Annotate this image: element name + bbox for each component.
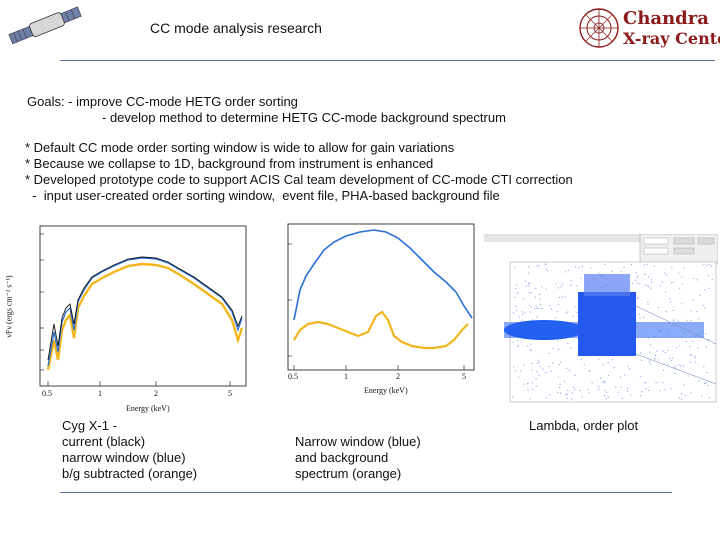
fig1-xtick-0: 0.5 [42,389,52,398]
bullet-2: * Because we collapse to 1D, background … [25,156,434,171]
caption-fig1-line-4: b/g subtracted (orange) [62,466,198,481]
fig2-xtick-1: 1 [344,372,348,381]
bullet-3: * Developed prototype code to support AC… [25,172,573,187]
logo-line-1: Chandra [623,8,709,29]
logo-line-2: X-ray Center [623,29,720,48]
caption-fig3: Lambda, order plot [529,418,639,433]
fig1-xtick-2: 2 [154,389,158,398]
caption-fig2-line-2: and background [295,450,389,465]
footer-rule [60,492,672,493]
fig2-xtick-2: 2 [396,372,400,381]
fig2-xlabel: Energy (keV) [364,386,408,395]
fig1-ylabel: νFν (ergs cm⁻² s⁻¹) [4,275,14,338]
fig1-xlabel: Energy (keV) [126,404,170,413]
bullet-4: - input user-created order sorting windo… [25,188,500,203]
figure-narrow-window-spectrum: 0.5 1 2 5 Energy (keV) [268,220,478,398]
header-rule [60,60,715,61]
caption-fig2-line-1: Narrow window (blue) [295,434,421,449]
figure-lambda-order-plot [484,233,719,404]
figure-cygx1-spectrum: 0.5 1 2 5 Energy (keV) νFν (ergs cm⁻² s⁻… [5,220,250,416]
fig1-xtick-1: 1 [98,389,102,398]
goals-line-2: - develop method to determine HETG CC-mo… [102,110,506,125]
fig2-xtick-0: 0.5 [288,372,298,381]
goals-line-1: Goals: - improve CC-mode HETG order sort… [27,94,298,109]
caption-fig1-line-2: current (black) [62,434,146,449]
chandra-logo: Chandra X-ray Center [577,6,720,50]
page-title: CC mode analysis research [150,20,322,36]
chandra-logo-emblem-icon [579,8,619,48]
caption-fig1-line-1: Cyg X-1 - [62,418,117,433]
bullet-1: * Default CC mode order sorting window i… [25,140,455,155]
satellite-icon [6,4,86,46]
caption-fig2-line-3: spectrum (orange) [295,466,402,481]
fig1-xtick-3: 5 [228,389,232,398]
caption-fig1-line-3: narrow window (blue) [62,450,186,465]
fig2-xtick-3: 5 [462,372,466,381]
